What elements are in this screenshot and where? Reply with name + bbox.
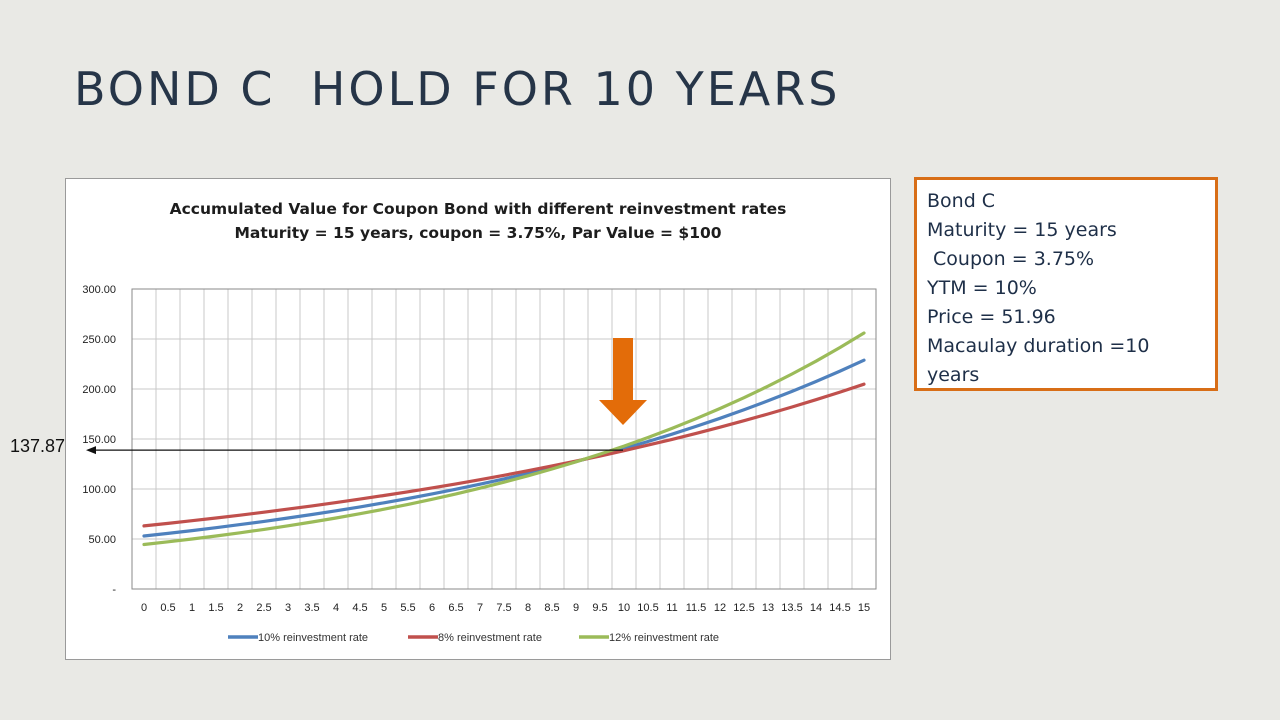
x-tick-label: 0 [141,602,147,614]
chart-title: Accumulated Value for Coupon Bond with d… [169,200,787,218]
info-line-duration: Macaulay duration =10 [927,335,1150,357]
info-line-bond: Bond C [927,190,996,212]
x-tick-label: 5 [381,602,387,614]
y-tick-label: 300.00 [82,284,116,296]
x-tick-label: 6.5 [448,602,463,614]
series-line [142,331,866,547]
x-tick-label: 13 [762,602,774,614]
series-line [142,382,866,528]
x-tick-label: 0.5 [160,602,175,614]
legend-label: 12% reinvestment rate [609,632,719,644]
x-tick-label: 14.5 [829,602,850,614]
info-line-coupon: Coupon = 3.75% [927,248,1095,270]
x-tick-label: 8.5 [544,602,559,614]
x-tick-label: 6 [429,602,435,614]
x-tick-label: 11.5 [686,602,707,614]
chart-subtitle: Maturity = 15 years, coupon = 3.75%, Par… [234,224,722,242]
info-line-duration-unit: years [927,364,980,386]
chart-title-block: Accumulated Value for Coupon Bond with d… [66,197,890,245]
x-tick-label: 1 [189,602,195,614]
x-tick-label: 7.5 [496,602,511,614]
y-tick-label: 250.00 [82,334,116,346]
x-tick-label: 1.5 [208,602,223,614]
x-tick-label: 2 [237,602,243,614]
x-tick-label: 14 [810,602,822,614]
bond-info-box: Bond C Maturity = 15 years Coupon = 3.75… [914,177,1218,391]
chart-panel: Accumulated Value for Coupon Bond with d… [65,178,891,660]
x-tick-label: 7 [477,602,483,614]
x-tick-label: 11 [666,602,677,614]
info-line-ytm: YTM = 10% [927,277,1037,299]
y-tick-label: 200.00 [82,384,116,396]
y-tick-label: 150.00 [82,434,116,446]
slide-title: BOND C HOLD FOR 10 YEARS [74,62,841,116]
x-tick-label: 10 [618,602,630,614]
x-tick-label: 2.5 [256,602,271,614]
x-tick-label: 5.5 [400,602,415,614]
info-line-maturity: Maturity = 15 years [927,219,1117,241]
legend-label: 10% reinvestment rate [258,632,368,644]
x-tick-label: 10.5 [637,602,658,614]
x-tick-label: 9 [573,602,579,614]
y-tick-label: 50.00 [88,534,116,546]
legend-label: 8% reinvestment rate [438,632,542,644]
x-tick-label: 13.5 [781,602,802,614]
x-tick-label: 9.5 [592,602,607,614]
y-tick-label: - [112,584,116,596]
y-tick-label: 100.00 [82,484,116,496]
x-tick-label: 4.5 [352,602,367,614]
x-tick-label: 3 [285,602,291,614]
x-tick-label: 4 [333,602,339,614]
series-line [142,358,866,538]
x-tick-label: 15 [858,602,870,614]
x-tick-label: 3.5 [304,602,319,614]
info-line-price: Price = 51.96 [927,306,1056,328]
x-tick-label: 8 [525,602,531,614]
line-chart: - 50.00 100.00 150.00 200.00 250.00 300.00 0 0.5… [82,284,877,644]
x-tick-label: 12.5 [733,602,754,614]
plot-border [131,288,877,590]
callout-value-label: 137.87 [10,436,66,456]
x-tick-label: 12 [714,602,726,614]
